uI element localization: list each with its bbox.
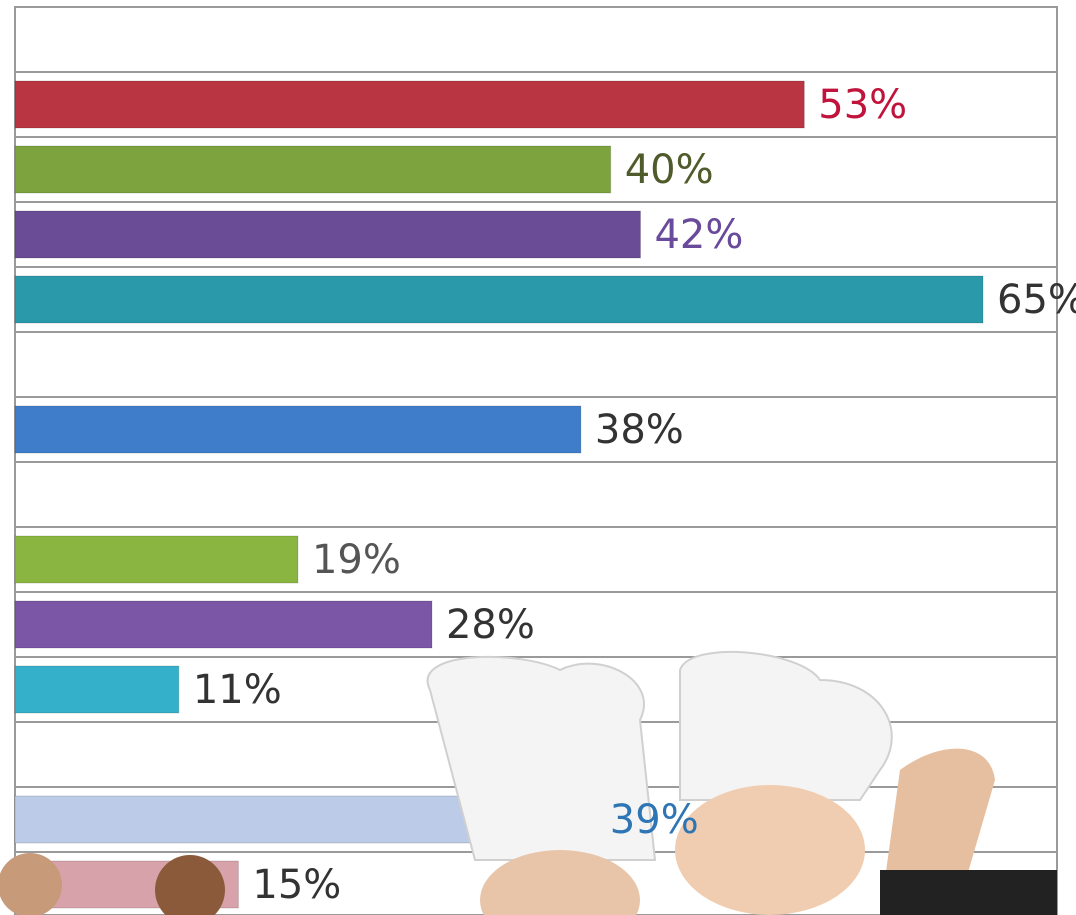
- child-face: [675, 785, 865, 915]
- value-label: 40%: [625, 147, 714, 193]
- bar: [15, 406, 581, 453]
- value-label: 39%: [610, 797, 699, 843]
- value-label: 15%: [252, 862, 341, 908]
- value-label: 28%: [446, 602, 535, 648]
- value-label: 11%: [193, 667, 282, 713]
- bar: [15, 666, 179, 713]
- value-label: 53%: [818, 82, 907, 128]
- bar: [15, 146, 611, 193]
- bar: [15, 601, 432, 648]
- chart: 53% 40% 42% 65% 38% 19% 28% 11% 39% 15%: [0, 0, 1076, 915]
- value-label: 65%: [997, 277, 1076, 323]
- bar: [15, 276, 983, 323]
- bar: [15, 211, 640, 258]
- pan: [880, 870, 1057, 915]
- bar: [15, 536, 298, 583]
- page: {"chart_data": {"type": "bar", "orientat…: [0, 0, 1076, 915]
- value-label: 38%: [595, 407, 684, 453]
- value-label: 19%: [312, 537, 401, 583]
- bar: [15, 81, 804, 128]
- value-label: 42%: [654, 212, 743, 258]
